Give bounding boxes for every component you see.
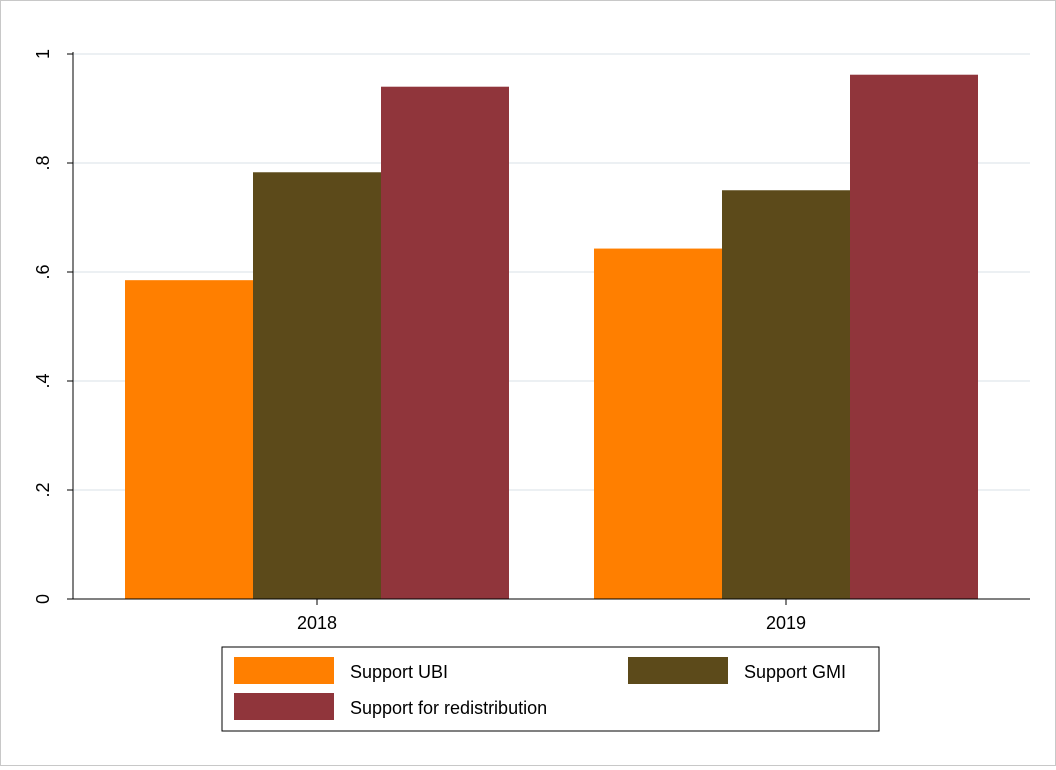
bar	[253, 172, 381, 599]
x-tick-label: 2019	[766, 613, 806, 633]
legend-swatch	[234, 693, 334, 720]
legend-label: Support UBI	[350, 662, 448, 682]
y-ticks: 0 .2 .4 .6 .8 1	[33, 49, 73, 604]
x-ticks: 2018 2019	[297, 599, 806, 633]
y-tick-label: .2	[33, 482, 53, 497]
y-tick-label: .6	[33, 264, 53, 279]
axes	[72, 52, 1030, 600]
bars	[125, 74, 978, 599]
x-tick-label: 2018	[297, 613, 337, 633]
legend-label: Support GMI	[744, 662, 846, 682]
legend-swatch	[234, 657, 334, 684]
bar	[850, 74, 978, 599]
y-tick-label: .4	[33, 373, 53, 388]
y-tick-label: 1	[33, 49, 53, 59]
bar	[722, 190, 850, 599]
legend-label: Support for redistribution	[350, 698, 547, 718]
bar	[125, 280, 253, 599]
legend-swatch	[628, 657, 728, 684]
y-tick-label: .8	[33, 155, 53, 170]
bar	[381, 86, 509, 599]
bar	[594, 248, 722, 599]
legend: Support UBI Support GMI Support for redist…	[221, 646, 880, 732]
y-tick-label: 0	[33, 594, 53, 604]
